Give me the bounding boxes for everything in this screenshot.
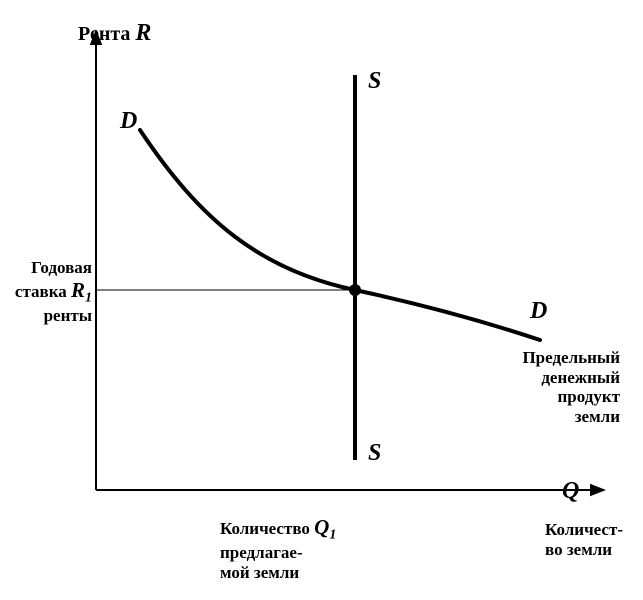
land-rent-chart: Рента R Годоваяставка R1ренты Q Количест-во… bbox=[0, 0, 643, 600]
y-tick-label: Годоваяставка R1ренты bbox=[6, 258, 92, 326]
x-axis-symbol: Q bbox=[562, 478, 579, 505]
y-axis-title: Рента R bbox=[78, 20, 151, 47]
demand-side-label: Предельныйденежныйпродуктземли bbox=[490, 348, 620, 426]
demand-label-end: D bbox=[530, 298, 547, 325]
x-tick-label: Количество Q1предлагае-мой земли bbox=[220, 515, 336, 583]
supply-label-bottom: S bbox=[368, 440, 381, 467]
demand-label-start: D bbox=[120, 108, 137, 135]
supply-label-top: S bbox=[368, 68, 381, 95]
x-axis-title: Количест-во земли bbox=[545, 520, 623, 559]
